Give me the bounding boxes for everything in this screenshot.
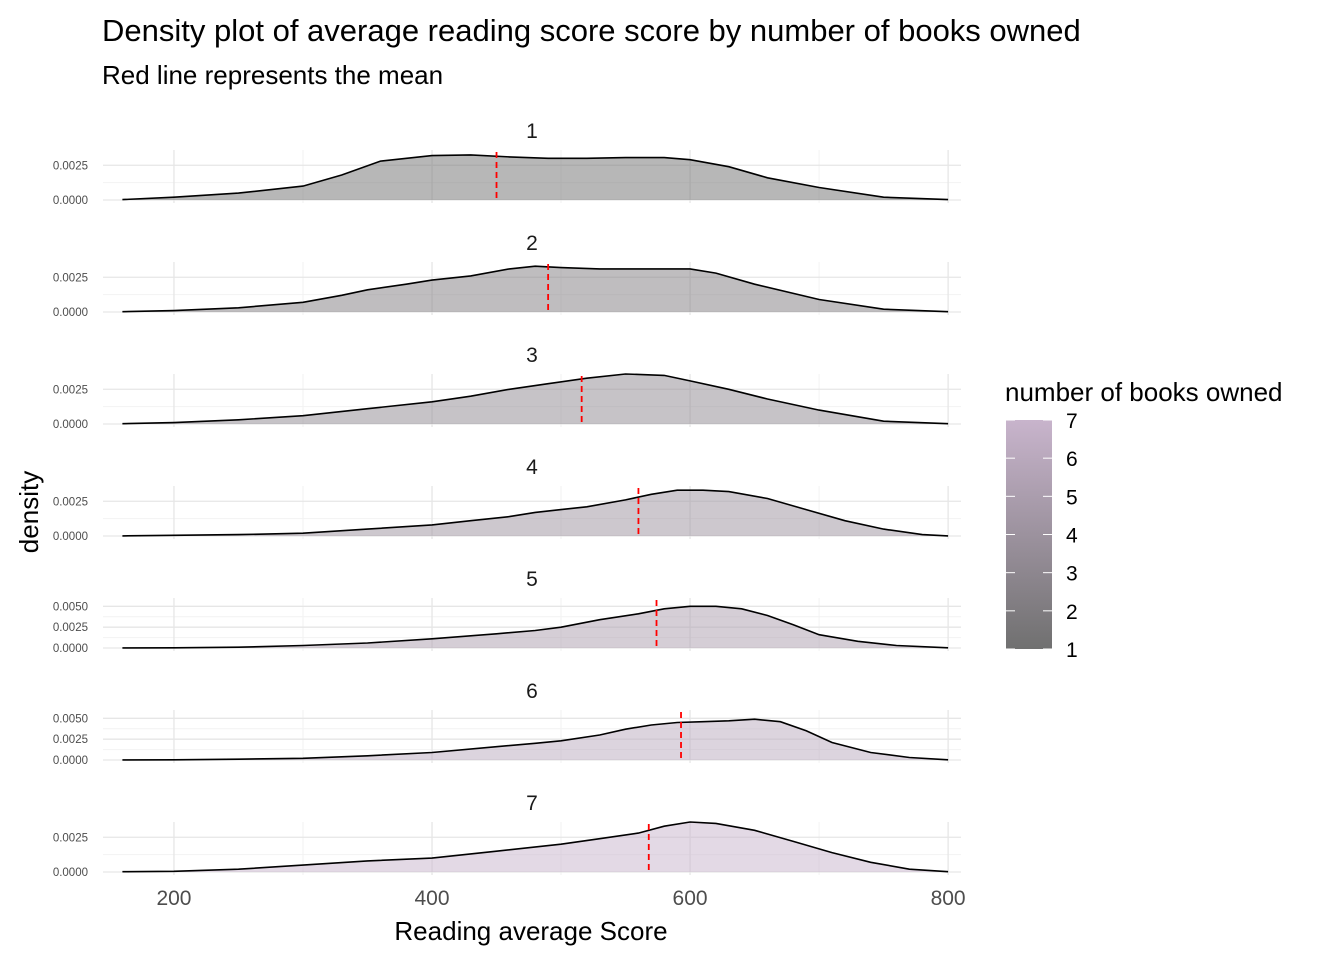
y-tick-label: 0.0000 <box>53 419 88 431</box>
y-tick-label: 0.0000 <box>53 643 88 655</box>
density-area-5 <box>122 606 949 648</box>
y-tick-label: 0.0000 <box>53 867 88 879</box>
density-area-3 <box>122 374 949 424</box>
density-line-4 <box>122 489 949 537</box>
legend-title: number of books owned <box>1005 377 1283 407</box>
legend-label: 7 <box>1066 410 1078 433</box>
x-axis: 200 400 600 800 <box>156 887 965 910</box>
y-tick-label: 0.0000 <box>53 195 88 207</box>
y-tick-label: 0.0025 <box>53 832 88 844</box>
facet-panel-1: 0.0000 0.0025 1 <box>53 120 961 207</box>
density-line-6 <box>122 718 949 761</box>
x-tick-label: 200 <box>156 887 191 910</box>
legend-label: 4 <box>1066 525 1078 548</box>
x-axis-label: Reading average Score <box>394 916 667 946</box>
facet-strip-label: 6 <box>526 680 538 703</box>
y-tick-label: 0.0050 <box>53 601 88 613</box>
facet-strip-label: 2 <box>526 232 538 255</box>
facet-panel-6: 0.0000 0.0025 0.0050 6 <box>53 680 961 767</box>
y-tick-label: 0.0000 <box>53 531 88 543</box>
density-area-6 <box>122 719 949 760</box>
x-tick-label: 800 <box>931 887 966 910</box>
y-tick-label: 0.0025 <box>53 160 88 172</box>
density-area-2 <box>122 266 949 312</box>
legend-ticks: 7 6 5 4 3 2 1 <box>1006 410 1078 662</box>
facet-panel-2: 0.0000 0.0025 2 <box>53 232 961 319</box>
y-tick-label: 0.0000 <box>53 755 88 767</box>
facet-panels: 0.00000.002510.00000.002520.00000.002530… <box>53 120 961 879</box>
facet-strip-label: 1 <box>526 120 538 143</box>
y-tick-label: 0.0050 <box>53 713 88 725</box>
density-area-1 <box>122 154 949 200</box>
facet-panel-5: 0.0000 0.0025 0.0050 5 <box>53 568 961 655</box>
facet-strip-label: 4 <box>526 456 538 479</box>
facet-panel-3: 0.0000 0.0025 3 <box>53 344 961 431</box>
legend: number of books owned 7 6 5 4 3 2 1 <box>1005 377 1283 662</box>
chart-title: Density plot of average reading score sc… <box>102 13 1081 48</box>
chart-subtitle: Red line represents the mean <box>102 60 443 90</box>
density-line-3 <box>122 373 949 425</box>
facet-strip-label: 3 <box>526 344 538 367</box>
x-tick-label: 400 <box>414 887 449 910</box>
legend-label: 6 <box>1066 448 1078 471</box>
facet-panel-4: 0.0000 0.0025 4 <box>53 456 961 543</box>
y-tick-label: 0.0025 <box>53 384 88 396</box>
y-tick-label: 0.0000 <box>53 307 88 319</box>
facet-strip-label: 7 <box>526 792 538 815</box>
y-tick-label: 0.0025 <box>53 734 88 746</box>
legend-label: 5 <box>1066 486 1078 509</box>
y-tick-label: 0.0025 <box>53 622 88 634</box>
y-tick-label: 0.0025 <box>53 496 88 508</box>
legend-label: 2 <box>1066 601 1078 624</box>
x-tick-label: 600 <box>673 887 708 910</box>
density-line-2 <box>122 265 949 313</box>
density-line-5 <box>122 605 949 649</box>
legend-label: 1 <box>1066 639 1078 662</box>
facet-strip-label: 5 <box>526 568 538 591</box>
density-line-1 <box>122 154 949 201</box>
facet-panel-7: 0.0000 0.0025 7 <box>53 792 961 879</box>
y-tick-label: 0.0025 <box>53 272 88 284</box>
y-axis-label: density <box>14 471 44 553</box>
density-line-7 <box>122 821 949 873</box>
legend-label: 3 <box>1066 563 1078 586</box>
